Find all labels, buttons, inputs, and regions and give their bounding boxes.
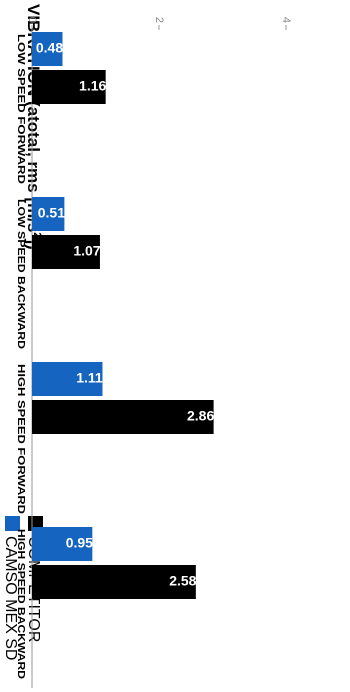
- bar: [32, 197, 65, 231]
- data-label: 0.48: [36, 40, 63, 56]
- data-label: 1.16: [79, 78, 106, 94]
- category-label: LOW SPEED FORWARD: [15, 34, 27, 185]
- data-label: 1.07: [73, 243, 100, 259]
- bar: [32, 362, 103, 396]
- data-label: 0.95: [66, 535, 93, 551]
- data-label: 2.86: [187, 408, 214, 424]
- bar: [32, 400, 214, 434]
- bar: [32, 32, 63, 66]
- legend-label-camso: CAMSO MEX SD: [2, 536, 19, 660]
- bar: [32, 235, 100, 269]
- legend: CAMSO MEX SD COMPETITOR: [2, 516, 43, 660]
- legend-swatch-camso: [5, 516, 20, 531]
- data-label: 1.11: [76, 370, 103, 386]
- category-label: LOW SPEED BACKWARD: [15, 199, 27, 349]
- category-label: HIGH SPEED FORWARD: [15, 364, 27, 515]
- category-label: HIGH SPEED BACKWARD: [15, 529, 27, 679]
- data-label: 0.51: [38, 205, 65, 221]
- category-labels: LOW SPEED FORWARD LOW SPEED BACKWARD HIGH …: [15, 34, 27, 679]
- y-tick-label: 4: [280, 17, 292, 23]
- data-label: 2.58: [169, 573, 196, 589]
- y-tick-label: 0: [26, 17, 38, 23]
- y-tick-label: 2: [153, 17, 165, 23]
- bars: 0.48 1.16 0.51 1.07 1.11 2.86 0.95 2.58: [32, 32, 214, 599]
- bar: [32, 70, 106, 104]
- bar: [32, 527, 93, 561]
- bar: [32, 565, 196, 599]
